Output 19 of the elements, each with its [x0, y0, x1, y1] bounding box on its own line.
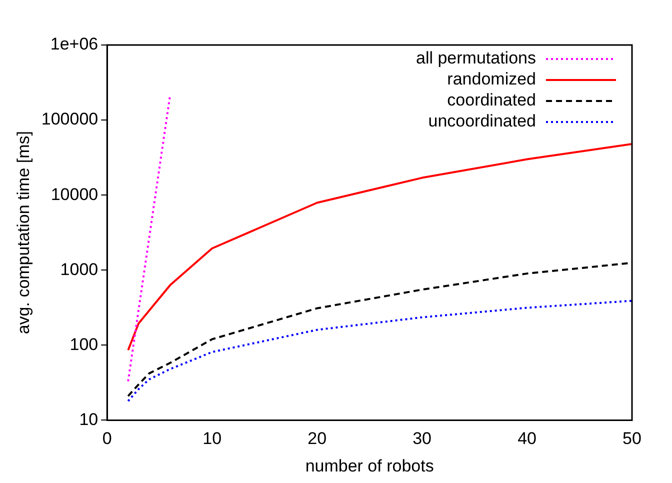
line-series [127, 300, 632, 402]
legend-label: uncoordinated [428, 112, 536, 131]
x-tick-label: 20 [308, 429, 327, 448]
y-tick-label: 1e+06 [50, 34, 98, 54]
x-axis-title: number of robots [305, 456, 434, 476]
y-axis-title: avg. computation time [ms] [14, 131, 33, 334]
y-tick-label: 1000 [60, 260, 98, 279]
x-tick-label: 40 [518, 429, 536, 448]
x-tick-label: 10 [202, 429, 222, 448]
y-tick-label: 10 [79, 410, 98, 429]
legend-label: randomized [447, 70, 536, 89]
legend-label: all permutations [416, 48, 536, 68]
x-tick-label: 0 [102, 429, 112, 448]
x-tick-label: 50 [622, 429, 642, 448]
y-tick-label: 100 [70, 334, 98, 354]
x-tick-label: 30 [412, 429, 432, 448]
y-tick-label: 100000 [41, 110, 98, 129]
y-tick-label: 10000 [50, 184, 98, 204]
legend-label: coordinated [447, 90, 536, 110]
